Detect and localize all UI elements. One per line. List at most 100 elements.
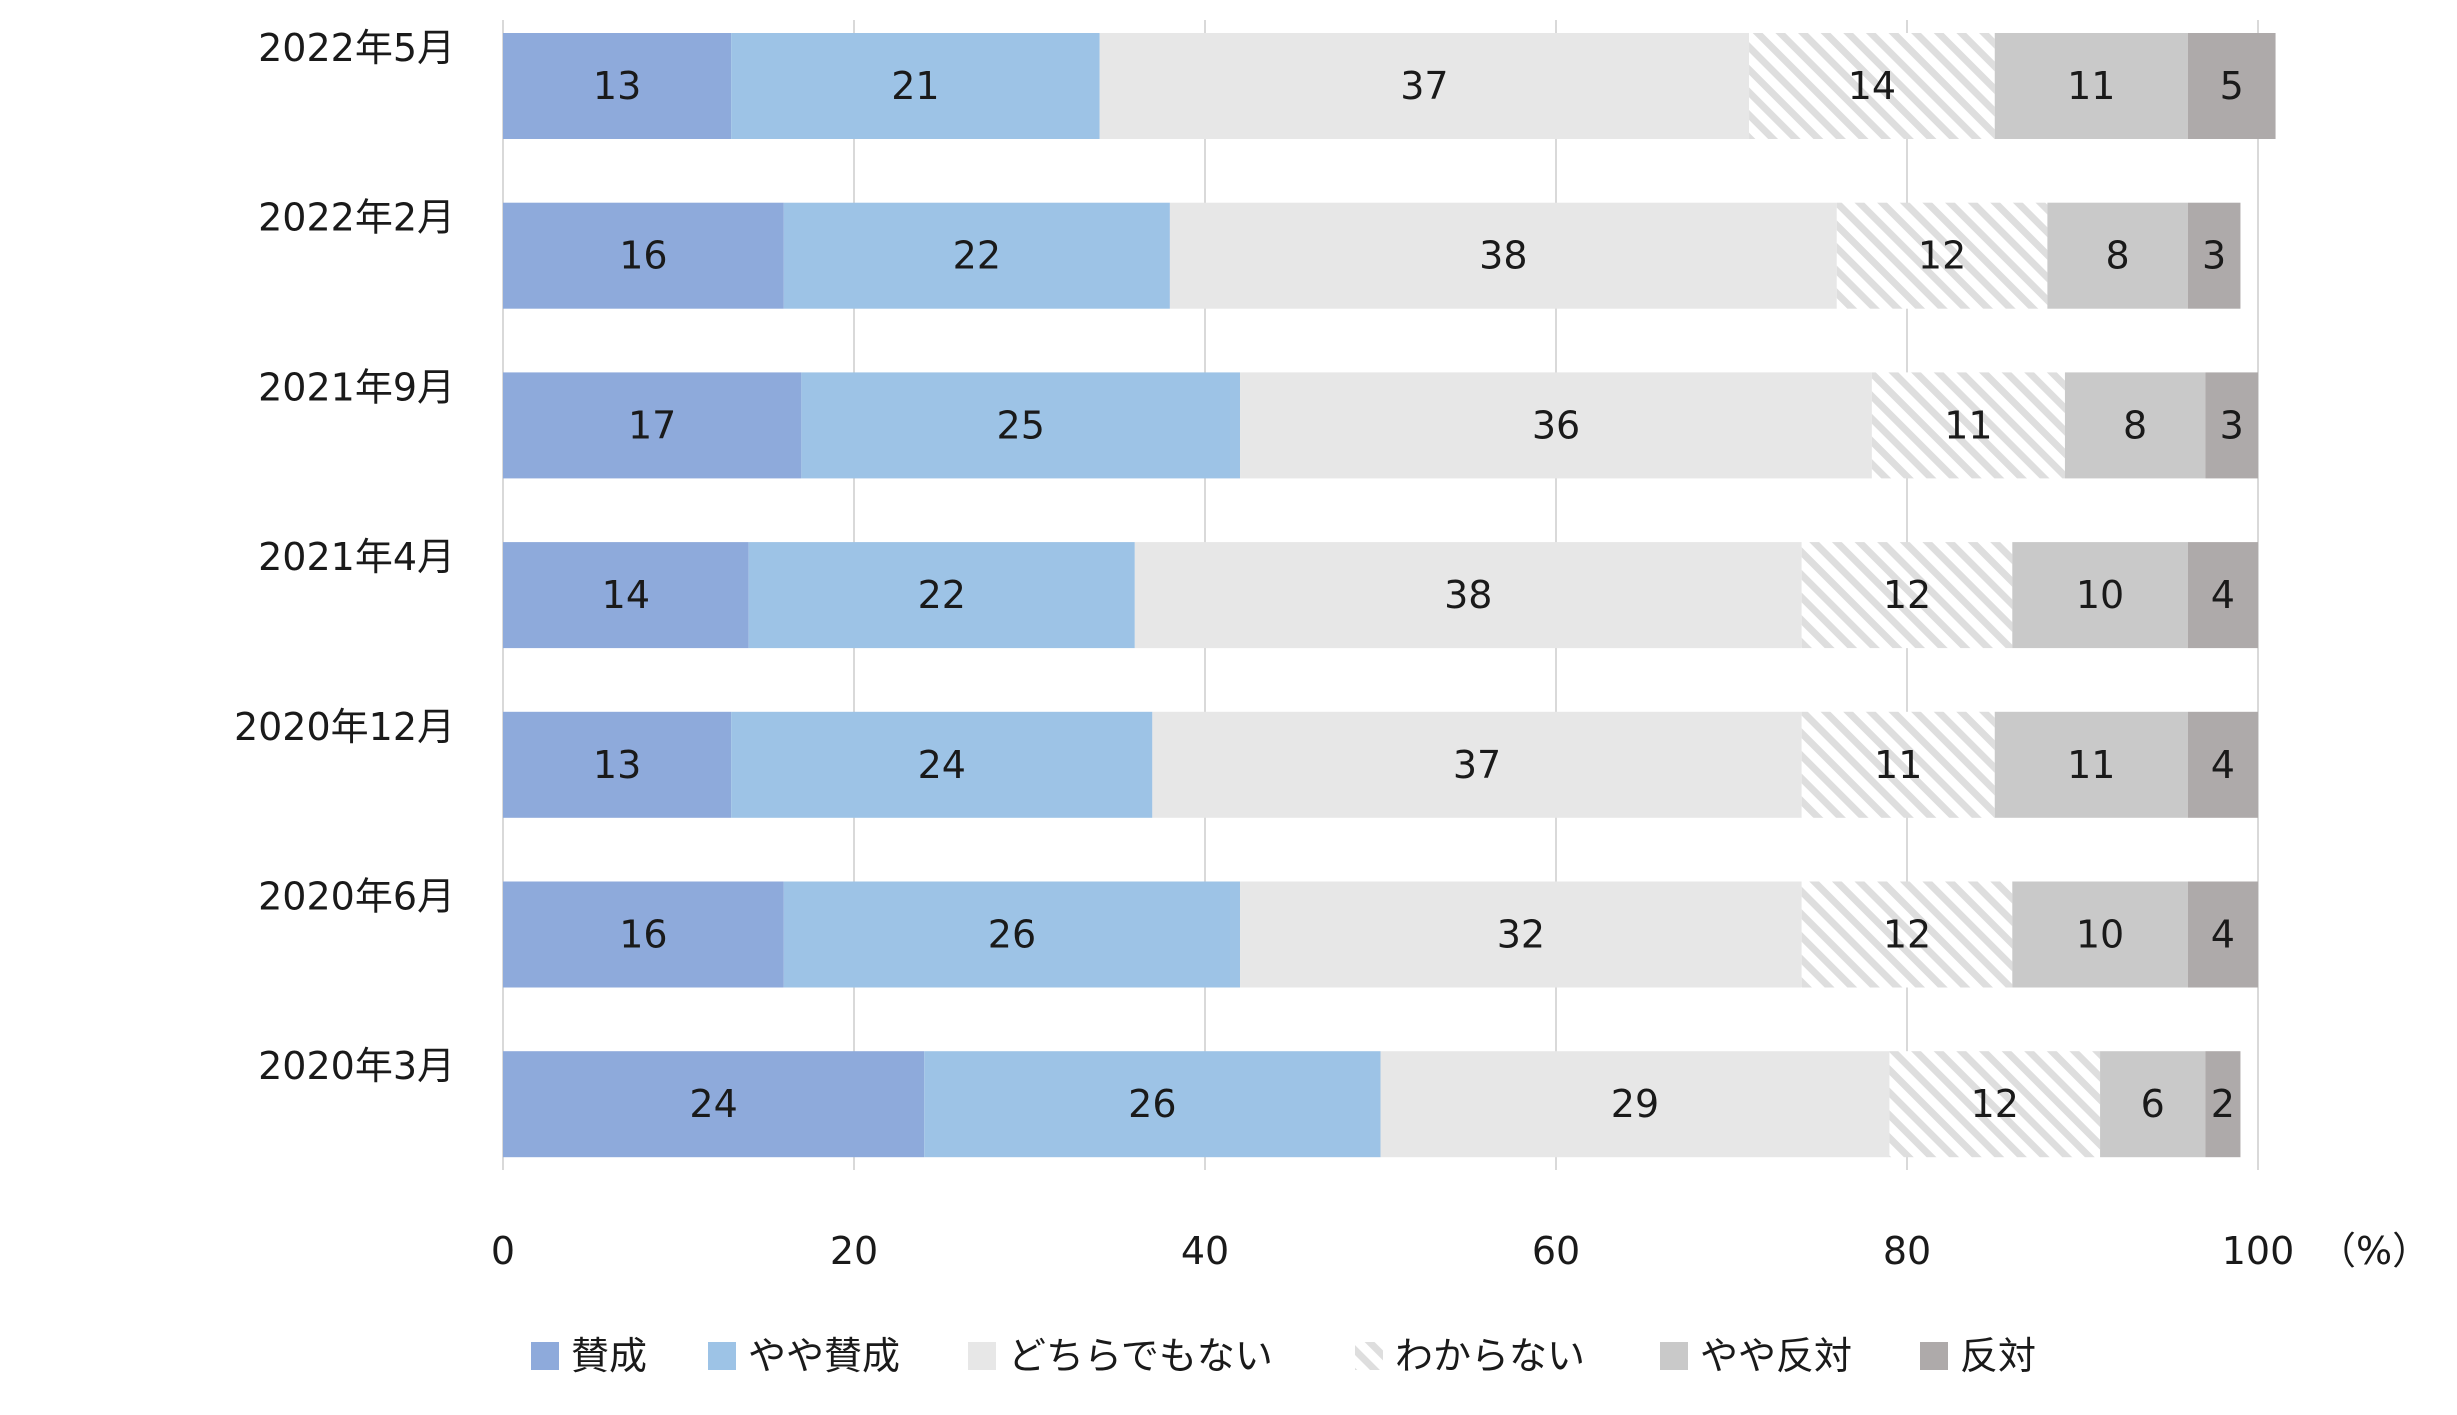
bar-2-3 (1871, 372, 2065, 479)
value-label-6-4: 6 (2141, 1082, 2165, 1126)
x-tick-label-4: 80 (1883, 1229, 1931, 1273)
bar-5-2 (1240, 881, 1802, 988)
bar-0-4 (1994, 33, 2188, 139)
value-label-5-1: 26 (988, 913, 1036, 957)
value-label-3-4: 10 (2076, 573, 2124, 617)
legend-swatch-1 (708, 1342, 736, 1370)
bar-6-4 (2100, 1051, 2206, 1158)
category-label-5: 2020年6月 (258, 875, 455, 919)
bar-2-1 (801, 372, 1241, 479)
legend-label-3: わからない (1395, 1334, 1585, 1378)
legend-label-2: どちらでもない (1008, 1334, 1273, 1378)
category-label-4: 2020年12月 (234, 705, 455, 749)
bar-3-3 (1801, 542, 2013, 649)
x-axis-ticks: 0 20 40 60 80 100 (491, 1229, 2294, 1273)
category-label-3: 2021年4月 (258, 535, 455, 579)
value-label-2-5: 3 (2220, 403, 2244, 447)
legend-swatch-3 (1355, 1342, 1383, 1370)
legend-label-4: やや反対 (1700, 1334, 1852, 1378)
bar-1-3 (1836, 202, 2048, 309)
bar-6-5 (2205, 1051, 2241, 1158)
value-label-2-0: 17 (628, 403, 676, 447)
category-label-0: 2022年5月 (258, 26, 455, 70)
legend-label-5: 反対 (1960, 1334, 2036, 1378)
bar-1-4 (2047, 202, 2188, 309)
value-label-5-2: 32 (1497, 913, 1545, 957)
bar-4-2 (1152, 711, 1802, 818)
bar-6-0 (503, 1051, 925, 1158)
bar-4-3 (1801, 711, 1995, 818)
bar-6-1 (924, 1051, 1381, 1158)
category-label-1: 2022年2月 (258, 196, 455, 240)
legend-label-0: 賛成 (571, 1334, 647, 1378)
value-label-4-3: 11 (1874, 743, 1922, 787)
value-label-1-0: 16 (619, 234, 667, 278)
legend: 賛成 やや賛成 どちらでもない わからない やや反対 反対 (531, 1334, 2036, 1378)
bar-0-0 (503, 33, 732, 139)
x-tick-label-0: 0 (491, 1229, 515, 1273)
value-label-2-3: 11 (1944, 403, 1992, 447)
value-label-5-3: 12 (1883, 913, 1931, 957)
category-label-6: 2020年3月 (258, 1044, 455, 1088)
value-label-6-5: 2 (2211, 1082, 2235, 1126)
bars: 13 21 37 14 11 5 16 22 38 12 8 3 17 25 36 11 8 3 14 22 38 12 1… (503, 33, 2276, 1158)
value-label-0-0: 13 (593, 64, 641, 108)
legend-swatch-5 (1920, 1342, 1948, 1370)
bar-4-4 (1994, 711, 2188, 818)
value-label-2-2: 36 (1532, 403, 1580, 447)
value-label-4-4: 11 (2067, 743, 2115, 787)
legend-swatch-2 (968, 1342, 996, 1370)
value-label-3-1: 22 (918, 573, 966, 617)
value-label-5-5: 4 (2211, 913, 2235, 957)
bar-5-4 (2012, 881, 2188, 988)
bar-1-0 (503, 202, 784, 309)
value-label-3-0: 14 (602, 573, 650, 617)
bar-2-5 (2205, 372, 2258, 479)
bar-4-1 (731, 711, 1153, 818)
value-label-2-4: 8 (2123, 403, 2147, 447)
value-label-6-1: 26 (1128, 1082, 1176, 1126)
value-label-3-3: 12 (1883, 573, 1931, 617)
value-label-4-0: 13 (593, 743, 641, 787)
bar-2-2 (1240, 372, 1872, 479)
bar-1-5 (2187, 202, 2241, 309)
value-label-5-0: 16 (619, 913, 667, 957)
bar-1-2 (1169, 202, 1837, 309)
value-label-1-2: 38 (1479, 234, 1527, 278)
legend-swatch-4 (1660, 1342, 1688, 1370)
bar-5-1 (783, 881, 1241, 988)
value-label-4-1: 24 (918, 743, 966, 787)
legend-label-1: やや賛成 (748, 1334, 900, 1378)
value-label-4-2: 37 (1453, 743, 1501, 787)
bar-0-5 (2187, 33, 2276, 139)
bar-6-2 (1380, 1051, 1890, 1158)
value-label-2-1: 25 (997, 403, 1045, 447)
value-label-5-4: 10 (2076, 913, 2124, 957)
bar-5-3 (1801, 881, 2013, 988)
x-tick-label-1: 20 (830, 1229, 878, 1273)
legend-swatch-0 (531, 1342, 559, 1370)
bar-3-1 (748, 542, 1135, 649)
bar-3-5 (2187, 542, 2258, 649)
bar-2-0 (503, 372, 802, 479)
bar-6-3 (1889, 1051, 2101, 1158)
bar-3-4 (2012, 542, 2188, 649)
bar-5-0 (503, 881, 784, 988)
x-tick-label-5: 100 (2222, 1229, 2295, 1273)
value-label-3-5: 4 (2211, 573, 2235, 617)
value-label-1-4: 8 (2106, 234, 2130, 278)
value-label-3-2: 38 (1444, 573, 1492, 617)
value-label-6-3: 12 (1971, 1082, 2019, 1126)
value-label-6-0: 24 (689, 1082, 737, 1126)
x-tick-label-3: 60 (1532, 1229, 1580, 1273)
value-label-1-1: 22 (953, 234, 1001, 278)
value-label-1-5: 3 (2202, 234, 2226, 278)
bar-1-1 (783, 202, 1170, 309)
x-tick-label-2: 40 (1181, 1229, 1229, 1273)
value-label-0-2: 37 (1400, 64, 1448, 108)
bar-3-2 (1134, 542, 1802, 649)
bar-2-4 (2064, 372, 2206, 479)
bar-5-5 (2187, 881, 2258, 988)
value-label-0-3: 14 (1848, 64, 1896, 108)
